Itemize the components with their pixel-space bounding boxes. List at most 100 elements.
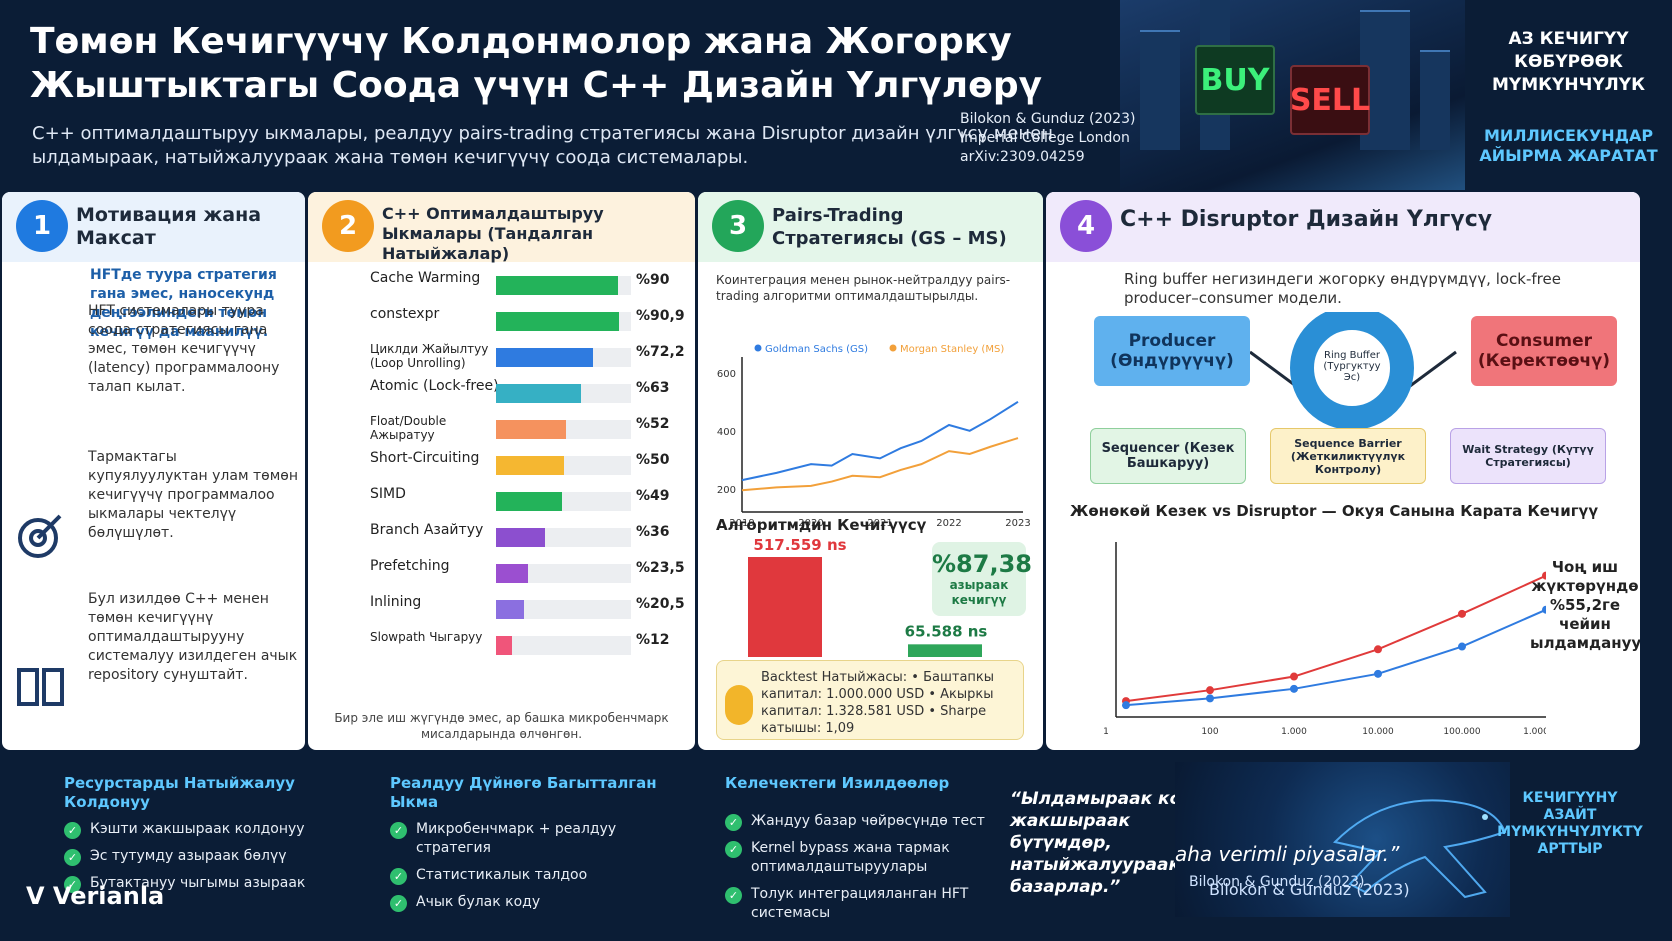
bar-fill <box>496 528 545 547</box>
latency-bar-after <box>908 644 982 657</box>
footer-list: ✓ Кэшти жакшыраак колдонуу ✓ Эс тутумду азы… <box>64 820 324 893</box>
speedup-value: %87,38 <box>932 550 1032 578</box>
x-tick-label: 1 <box>1103 727 1109 737</box>
check-icon: ✓ <box>64 876 81 893</box>
latency-bar-chart: 517.559 ns 65.588 ns <box>748 536 987 657</box>
legend-label: Morgan Stanley (MS) <box>900 344 1004 355</box>
latency-bar-before <box>748 557 822 657</box>
bar-fill <box>496 312 619 331</box>
bar-row: SIMD %49 <box>308 486 695 516</box>
sequencer-box: Sequencer (Кезек Башкаруу) <box>1090 428 1246 484</box>
series-point <box>1458 642 1466 651</box>
bar-track <box>496 636 631 655</box>
check-icon: ✓ <box>725 841 742 858</box>
panel-number: 3 <box>712 200 764 252</box>
speedup-note: Чоң иш жүктөрүндө %55,2ге чейин ылдамдан… <box>1530 558 1640 652</box>
footer-col-title: Ресурстарды Натыйжалуу Колдонуу <box>64 774 295 811</box>
bar-label: Slowpath Чыгаруу <box>370 630 483 644</box>
list-item: ✓ Статистикалык талдоо <box>390 866 670 885</box>
bar-label: Cache Warming <box>370 270 481 286</box>
x-tick-label: 2019 <box>729 518 754 529</box>
verianla-logo: V Verianla <box>26 882 165 910</box>
bar-value: %50 <box>636 452 670 468</box>
panel-header: 4 C++ Disruptor Дизайн Үлгүсү <box>1046 192 1640 262</box>
panel-number: 1 <box>16 200 68 252</box>
citation-authors: Bilokon & Gunduz (2023) <box>960 111 1136 127</box>
x-tick-label: 2022 <box>936 518 961 529</box>
series-line <box>741 437 1019 492</box>
y-tick-label: 200 <box>717 485 736 496</box>
bar-track <box>496 600 631 619</box>
series-point <box>1290 684 1298 693</box>
list-item-label: Бутактануу чыгымы азыраак <box>90 875 306 891</box>
panel-number: 2 <box>322 200 374 252</box>
bar-fill <box>496 600 524 619</box>
bar-label: Short-Circuiting <box>370 450 480 466</box>
panel-header: 3 Pairs-Trading Стратегиясы (GS – MS) <box>698 192 1043 262</box>
bar-fill <box>496 492 563 511</box>
list-item-label: Микробенчмарк + реалдуу стратегия <box>416 821 617 856</box>
citation-arxiv: arXiv:2309.04259 <box>960 149 1085 165</box>
series-line <box>1125 574 1546 703</box>
bar-row: Float/Double Ажыратуу %52 <box>308 414 695 444</box>
bar-row: Inlining %20,5 <box>308 594 695 624</box>
check-icon: ✓ <box>390 822 407 839</box>
motivation-text-1: HFT системалары туура соода стратегиясы … <box>88 303 280 395</box>
motivation-text-3: Бул изилдөө C++ менен төмөн кечигүүнү оп… <box>88 591 298 683</box>
list-item-label: Жандуу базар чөйрөсүндө тест <box>751 813 985 829</box>
footer-col-resources: Ресурстарды Натыйжалуу Колдонуу ✓ Кэшти ж… <box>64 774 324 901</box>
x-tick-label: 2023 <box>1005 518 1030 529</box>
sell-sign: SELL <box>1290 65 1370 135</box>
bar-track <box>496 348 631 367</box>
bar-row: Slowpath Чыгаруу %12 <box>308 630 695 660</box>
badge-top: АЗ КЕЧИГҮҮ КӨБҮРӨӨК МҮМКҮНЧҮЛҮК <box>1492 29 1645 95</box>
consumer-box: Consumer (Керектөөчү) <box>1471 316 1617 386</box>
page-title: Төмөн Кечигүүчү Колдонмолор жана Жогорку… <box>30 21 1043 106</box>
legend-label: Goldman Sachs (GS) <box>765 344 868 355</box>
right-badge: АЗ КЕЧИГҮҮ КӨБҮРӨӨК МҮМКҮНЧҮЛҮК МИЛЛИСЕК… <box>1465 0 1672 190</box>
series-point <box>1374 645 1382 654</box>
footer-col-title: Реалдуу Дүйнөгө Багытталган Ыкма <box>390 774 657 811</box>
list-item-label: Ачык булак коду <box>416 894 541 910</box>
bar-row: Short-Circuiting %50 <box>308 450 695 480</box>
citation: Bilokon & Gunduz (2023) Imperial College… <box>960 110 1136 167</box>
bar-fill <box>496 348 594 367</box>
panel-title: Мотивация жана Максат <box>76 204 262 249</box>
footer-col-real-world: Реалдуу Дүйнөгө Багытталган Ыкма ✓ Микроб… <box>390 774 670 920</box>
x-tick-label: 2021 <box>867 518 892 529</box>
panel-number: 4 <box>1060 200 1112 252</box>
list-item: ✓ Толук интеграцияланган HFT системасы <box>725 885 985 923</box>
list-item: ✓ Жандуу базар чөйрөсүндө тест <box>725 812 985 831</box>
panel-header: 2 C++ Оптималдаштыруу Ыкмалары (Тандалга… <box>308 192 695 263</box>
footer-slogan: КЕЧИГҮҮНҮ АЗАЙТ МҮМКҮНЧҮЛҮКТҮ АРТТЫР <box>1497 790 1643 857</box>
badge-bottom: МИЛЛИСЕКУНДАР АЙЫРМА ЖАРАТАТ <box>1479 126 1658 165</box>
target-icon <box>18 514 62 558</box>
sequence-barrier-box: Sequence Barrier (Жеткиликтүүлүк Контрол… <box>1270 428 1426 484</box>
queue-chart-title: Жөнөкөй Кезек vs Disruptor — Окуя Санына… <box>1070 502 1599 520</box>
bar-track <box>496 564 631 583</box>
series-point <box>1206 694 1214 703</box>
series-point <box>1542 605 1546 614</box>
speedup-box: %87,38 азыраак кечигүү <box>932 542 1032 616</box>
lead-text: HFTде туура стратегия гана эмес, наносек… <box>90 267 277 340</box>
footer-list: ✓ Микробенчмарк + реалдуу стратегия ✓ Стати… <box>390 820 670 912</box>
bar-track <box>496 456 631 475</box>
list-item: ✓ Kernel bypass жана тармак оптималдаштыр… <box>725 839 985 877</box>
list-item: ✓ Эс тутумду азыраак бөлүү <box>64 847 324 866</box>
citation-institution: Imperial College London <box>960 130 1130 146</box>
speedup-label: азыраак кечигүү <box>949 578 1009 607</box>
bar-track <box>496 420 631 439</box>
bar-track <box>496 492 631 511</box>
bar-label: Float/Double Ажыратуу <box>370 414 447 442</box>
series-line <box>1125 608 1546 707</box>
pairs-desc: Коинтеграция менен рынок-нейтралдуу pair… <box>716 273 1011 303</box>
coin-icon <box>725 685 753 725</box>
bar-label: Inlining <box>370 594 422 610</box>
cheetah-slogan: aha verimli piyasalar.” <box>1175 842 1400 866</box>
series-line <box>741 400 1019 482</box>
bar-row: Branch Азайтуу %36 <box>308 522 695 552</box>
disruptor-desc: Ring buffer негизиндеги жогорку өндүрүмд… <box>1124 270 1561 307</box>
bar-fill <box>496 384 582 403</box>
x-tick-label: 100 <box>1201 727 1218 737</box>
bar-fill <box>496 564 528 583</box>
